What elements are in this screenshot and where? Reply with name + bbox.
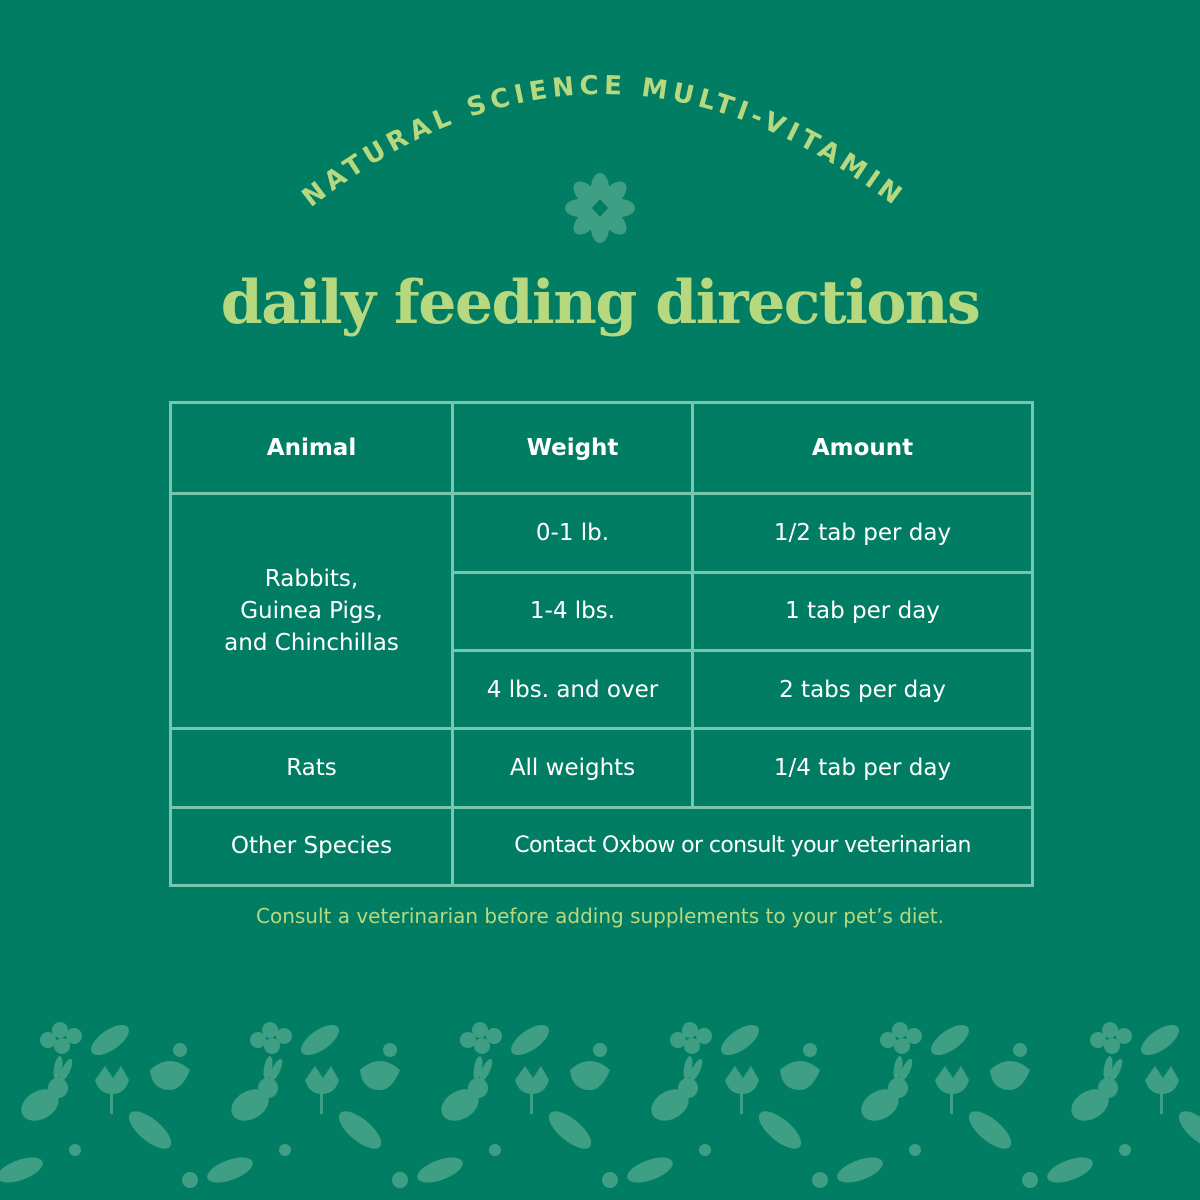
animal-line: Rabbits, <box>264 566 359 593</box>
animal-line: and Chinchillas <box>224 630 399 657</box>
header-amount: Amount <box>691 400 1034 496</box>
table-header-row: Animal Weight Amount <box>169 400 1034 496</box>
amount-cell: 1 tab per day <box>691 570 1034 653</box>
table-row: Other Species Contact Oxbow or consult y… <box>169 805 1034 888</box>
animal-cell-rats: Rats <box>169 727 454 809</box>
weight-cell: All weights <box>451 727 694 809</box>
table-row: Rabbits, Guinea Pigs, and Chinchillas 0-… <box>169 492 1034 731</box>
footnote: Consult a veterinarian before adding sup… <box>256 904 944 928</box>
page-title: daily feeding directions <box>220 268 981 338</box>
weight-cell: 0-1 lb. <box>451 492 694 574</box>
arc-heading: NATURAL SCIENCE MULTI-VITAMIN <box>297 71 906 214</box>
flower-icon <box>565 173 635 243</box>
feeding-table: Animal Weight Amount Rabbits, Guinea Pig… <box>169 400 1034 888</box>
table-row: 4 lbs. and over 2 tabs per day <box>171 648 1034 731</box>
amount-cell: 1/2 tab per day <box>691 492 1034 574</box>
contact-note-cell: Contact Oxbow or consult your veterinari… <box>451 805 1034 888</box>
bunny-and-leaf-pattern <box>0 1019 1200 1188</box>
table-row: Rats All weights 1/4 tab per day <box>169 727 1034 809</box>
weight-cell: 1-4 lbs. <box>451 570 694 653</box>
animal-cell-other: Other Species <box>169 805 454 888</box>
amount-cell: 1/4 tab per day <box>691 727 1034 809</box>
header-weight: Weight <box>451 400 694 496</box>
animal-line: Guinea Pigs, <box>240 598 383 625</box>
amount-cell: 2 tabs per day <box>691 648 1034 731</box>
weight-cell: 4 lbs. and over <box>451 648 694 731</box>
table-row: 1-4 lbs. 1 tab per day <box>171 570 1034 653</box>
header-animal: Animal <box>169 400 454 496</box>
animal-cell-small: Rabbits, Guinea Pigs, and Chinchillas <box>169 492 454 731</box>
